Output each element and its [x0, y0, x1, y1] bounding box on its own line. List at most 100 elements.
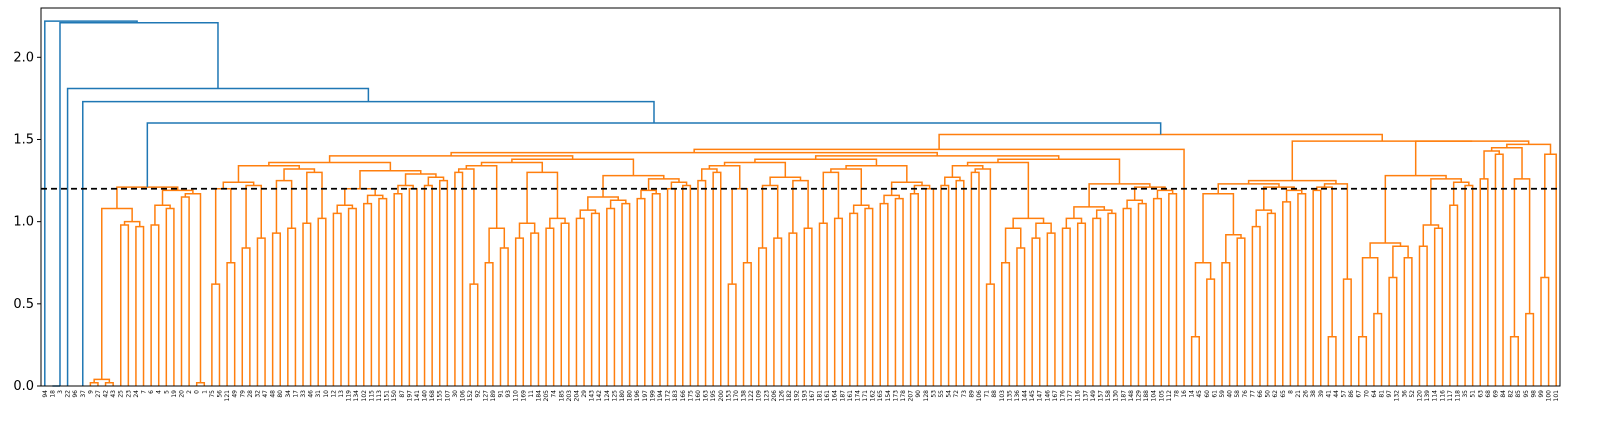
leaf-label: 79 [239, 390, 246, 398]
dendrogram-link [769, 176, 802, 186]
dendrogram-link [1255, 209, 1273, 227]
dendrogram-link [317, 217, 327, 386]
dendrogram-link [636, 197, 646, 386]
leaf-label: 110 [513, 390, 520, 402]
leaf-label: 76 [1242, 390, 1249, 398]
dendrogram-link [332, 212, 342, 386]
dendrogram-link [1221, 261, 1231, 386]
leaf-label: 189 [490, 390, 497, 402]
leaf-label: 14 [1189, 390, 1196, 398]
dendrogram-link [408, 188, 418, 386]
leaf-label: 80 [277, 390, 284, 398]
dendrogram-link [423, 184, 433, 386]
leaf-label: 157 [1098, 390, 1105, 402]
leaf-label: 8 [1287, 390, 1294, 394]
leaf-label: 117 [1447, 390, 1454, 402]
dendrogram-link [727, 283, 737, 386]
leaf-label: 48 [270, 390, 277, 398]
leaf-label: 21 [1295, 390, 1302, 398]
dendrogram-link [1137, 202, 1147, 386]
dendrogram-link [287, 227, 297, 386]
dendrogram-link [985, 283, 995, 386]
leaf-label: 5 [163, 390, 170, 394]
dendrogram-link [1449, 204, 1459, 386]
dendrogram-link [602, 174, 665, 197]
leaf-label: 95 [1523, 390, 1530, 398]
dendrogram-link [803, 227, 813, 386]
dendrogram-link [1156, 189, 1174, 199]
leaf-label: 142 [596, 390, 603, 402]
dendrogram-link [818, 222, 828, 386]
leaf-label: 187 [839, 390, 846, 402]
leaf-label: 194 [657, 390, 664, 402]
dendrogram-link [773, 237, 783, 386]
dendrogram-link [1369, 242, 1402, 258]
dendrogram-link [723, 161, 787, 178]
leaf-label: 50 [1265, 390, 1272, 398]
leaf-label: 180 [619, 390, 626, 402]
dendrogram-link [951, 165, 984, 178]
dendrogram-link [283, 168, 316, 181]
dendrogram-link [302, 222, 312, 386]
dendrogram-link [1168, 192, 1178, 386]
dendrogram-link [1035, 222, 1052, 239]
leaf-label: 204 [573, 390, 580, 402]
dendrogram-link [165, 207, 175, 386]
leaf-label: 147 [1037, 390, 1044, 402]
leaf-label: 119 [346, 390, 353, 402]
dendrogram-link [480, 161, 544, 173]
dendrogram-link [682, 184, 692, 386]
leaf-label: 167 [1052, 390, 1059, 402]
leaf-label: 124 [604, 390, 611, 402]
leaf-label: 52 [1409, 390, 1416, 398]
dendrogram-link [666, 188, 676, 386]
dendrogram-link [530, 232, 540, 386]
leaf-label: 1 [201, 390, 208, 394]
dendrogram-link [974, 168, 992, 285]
dendrogram-link [909, 192, 919, 386]
leaf-label: 164 [832, 390, 839, 402]
leaf-label: 36 [1401, 390, 1408, 398]
leaf-label: 105 [1158, 390, 1165, 402]
leaf-label: 0 [194, 390, 201, 394]
leaf-label: 140 [422, 390, 429, 402]
leaf-label: 37 [80, 390, 87, 398]
dendrogram-link [647, 178, 680, 191]
leaf-label: 128 [923, 390, 930, 402]
dendrogram-link [1236, 237, 1246, 386]
leaf-label: 16 [1181, 390, 1188, 398]
leaf-label: 4 [156, 390, 163, 394]
leaf-label: 18 [49, 390, 56, 398]
leaf-label: 196 [634, 390, 641, 402]
leaf-label: 129 [1135, 390, 1142, 402]
leaf-label: 151 [384, 390, 391, 402]
dendrogram-link [344, 188, 376, 206]
dendrogram-link [1073, 206, 1106, 219]
dendrogram-link [268, 161, 392, 171]
leaf-label: 73 [961, 390, 968, 398]
dendrogram-link [852, 204, 870, 214]
leaf-label: 47 [262, 390, 269, 398]
leaf-label: 175 [687, 390, 694, 402]
leaf-label: 122 [748, 390, 755, 402]
dendrogram-link [363, 202, 373, 386]
dendrogram-link [237, 165, 300, 183]
leaf-label: 93 [505, 390, 512, 398]
leaf-label: 165 [877, 390, 884, 402]
leaf-label: 11 [528, 390, 535, 398]
leaf-label: 71 [984, 390, 991, 398]
leaf-label: 86 [1348, 390, 1355, 398]
dendrogram-link [1031, 237, 1041, 386]
leaf-label: 188 [1143, 390, 1150, 402]
leaf-label: 152 [467, 390, 474, 402]
dendrogram-link [575, 217, 585, 386]
leaf-label: 98 [1530, 390, 1537, 398]
dendrogram-link [366, 194, 384, 204]
dendrogram-link [518, 222, 536, 239]
leaf-label: 103 [999, 390, 1006, 402]
leaf-label: 87 [399, 390, 406, 398]
leaf-label: 42 [103, 390, 110, 398]
dendrogram-link [940, 184, 950, 386]
leaf-label: 154 [885, 390, 892, 402]
leaf-label: 134 [353, 390, 360, 402]
